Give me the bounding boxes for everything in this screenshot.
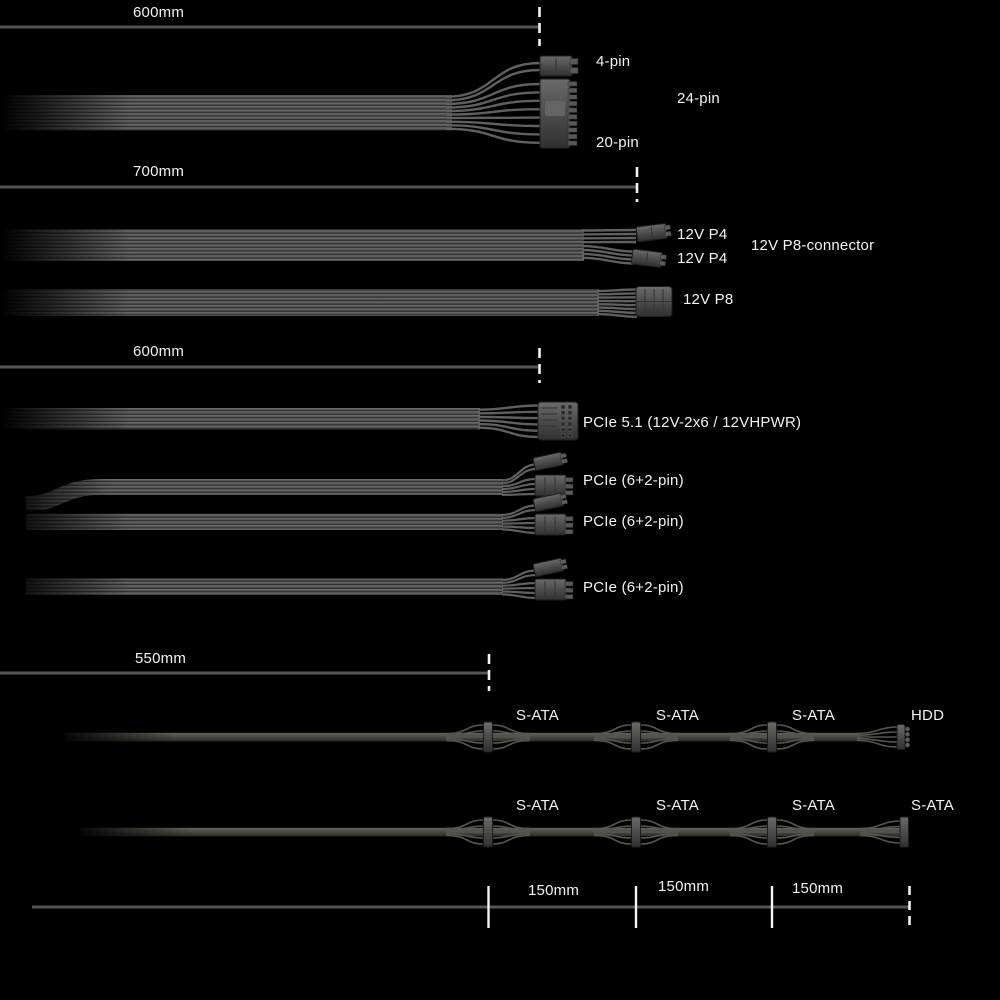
pcie62-cable-1 (0, 450, 574, 514)
sata-row1-label-2: S-ATA (656, 707, 699, 724)
hdd-connector (856, 724, 911, 750)
sata-seg2-label: 150mm (658, 878, 710, 895)
pcie51-cable (0, 401, 579, 441)
cpu-p8-cable (0, 286, 673, 320)
measure-line-sata (0, 654, 491, 691)
measure-line-cpu (0, 167, 639, 202)
pcie62-1-2pin-connector (532, 450, 569, 472)
cpu-p4-bottom-label: 12V P4 (677, 250, 728, 267)
sata-connector (729, 721, 815, 753)
atx-20pin-connector (539, 78, 578, 149)
sata-cable-row1 (55, 721, 911, 753)
atx-4pin-connector (539, 55, 579, 77)
sata-seg3-label: 150mm (792, 880, 844, 897)
sata-cable-row2 (70, 816, 909, 848)
sata-connector (593, 721, 679, 753)
pcie51-connector (537, 401, 579, 441)
sata-connector (729, 816, 815, 848)
pcie62-2-6pin-connector (534, 513, 574, 536)
cpu-p4-top-label: 12V P4 (677, 226, 728, 243)
atx-20pin-label: 20-pin (596, 134, 639, 151)
measure-line-pcie (0, 348, 541, 383)
sata-row1-label-1: S-ATA (516, 707, 559, 724)
sata-row2-label-2: S-ATA (656, 797, 699, 814)
sata-connector (593, 816, 679, 848)
pcie62-1-label: PCIe (6+2-pin) (583, 472, 684, 489)
sata-row1-label-3: S-ATA (792, 707, 835, 724)
cpu-p8-connector (635, 286, 673, 317)
hdd-label: HDD (911, 707, 945, 724)
sata-connector (445, 816, 531, 848)
cpu-p4-connector-bottom (630, 248, 667, 268)
atx-length-label: 600mm (133, 4, 185, 21)
measure-line-sata-segments (32, 886, 911, 928)
measure-line-atx (0, 7, 541, 46)
pcie62-3-6pin-connector (534, 578, 574, 601)
sata-row2-label-1: S-ATA (516, 797, 559, 814)
sata-length-label: 550mm (135, 650, 187, 667)
cpu-p8-label: 12V P8 (683, 291, 734, 308)
cpu-p8-connector-label: 12V P8-connector (751, 237, 875, 254)
cpu-p4-connector-top (635, 223, 672, 243)
pcie62-2-label: PCIe (6+2-pin) (583, 513, 684, 530)
atx-cable (0, 55, 579, 149)
pcie62-cable-2 (0, 491, 574, 536)
cpu-length-label: 700mm (133, 163, 185, 180)
atx-24pin-label: 24-pin (677, 90, 720, 107)
pcie62-3-2pin-connector (532, 556, 569, 578)
sata-end-connector (859, 816, 909, 848)
sata-row2-label-4: S-ATA (911, 797, 954, 814)
pcie-length-label: 600mm (133, 343, 185, 360)
pcie62-1-6pin-connector (534, 474, 574, 497)
sata-seg1-label: 150mm (528, 882, 580, 899)
sata-row2-label-3: S-ATA (792, 797, 835, 814)
pcie51-label: PCIe 5.1 (12V-2x6 / 12VHPWR) (583, 414, 802, 431)
pcie62-3-label: PCIe (6+2-pin) (583, 579, 684, 596)
cpu-p4-cable (0, 223, 672, 268)
pcie62-cable-3 (0, 556, 574, 601)
atx-4pin-label: 4-pin (596, 53, 631, 70)
sata-connector (445, 721, 531, 753)
